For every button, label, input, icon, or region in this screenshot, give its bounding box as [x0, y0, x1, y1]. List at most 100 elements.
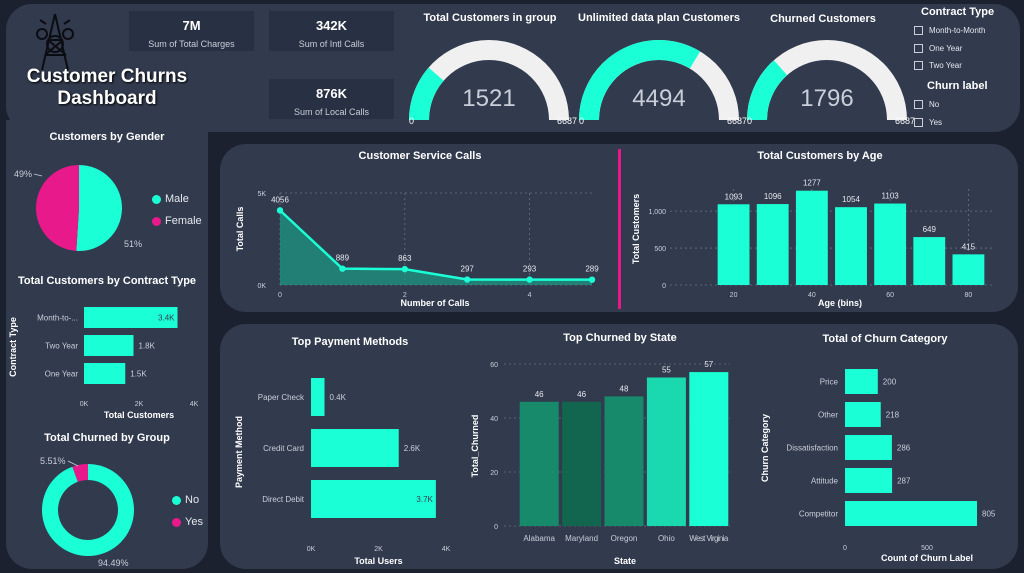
pie-slice-male: [76, 165, 123, 251]
x-axis-label: Total Users: [354, 556, 402, 566]
category-label: Other: [818, 411, 838, 420]
gauge-value: 1796: [800, 85, 853, 112]
data-point: [401, 265, 408, 273]
slicer-item-no[interactable]: No: [914, 100, 939, 109]
data-label: 48: [620, 384, 629, 393]
slicer-label: One Year: [929, 44, 963, 53]
y-tick-label: 20: [490, 470, 498, 477]
x-tick-label: 20: [730, 292, 738, 299]
x-axis-label: Number of Calls: [400, 298, 469, 308]
data-label: 1096: [764, 192, 782, 201]
slicer-label: No: [929, 100, 940, 109]
dashboard-title: Customer Churns Dashboard: [14, 66, 200, 110]
contract-bar-chart: Month-to-... 3.4K Two Year 1.8K One Year 1.5K…: [8, 307, 199, 420]
category-label: West Virginia: [689, 534, 729, 543]
data-label: 1054: [842, 195, 860, 204]
checkbox[interactable]: [914, 44, 923, 53]
slicer-item-month-to-month[interactable]: Month-to-Month: [914, 26, 985, 35]
y-axis-label: Total Customers: [631, 194, 641, 264]
y-tick-label: 0: [494, 524, 498, 531]
checkbox[interactable]: [914, 61, 923, 70]
gauge-title-churned: Churned Customers: [770, 13, 876, 25]
kpi-total-charges: 7M Sum of Total Charges: [129, 11, 254, 51]
bar: [311, 480, 436, 518]
legend-female: Female: [152, 215, 202, 227]
x-tick-label: 80: [965, 292, 973, 299]
title-line-1: Customer Churns: [26, 66, 188, 87]
slicer-item-yes[interactable]: Yes: [914, 118, 942, 127]
donut-leader-line: [67, 460, 79, 467]
kpi-label: Sum of Local Calls: [293, 107, 370, 117]
network-tower-icon: [36, 13, 74, 71]
category-label: Price: [820, 378, 839, 387]
bar: [604, 396, 644, 526]
category-label: Oregon: [611, 534, 638, 543]
kpi-local-calls: 876K Sum of Local Calls: [269, 79, 394, 119]
x-tick-label: 500: [921, 545, 933, 552]
data-label: 55: [662, 366, 671, 375]
slicer-label: Yes: [929, 118, 943, 127]
gauge-fill: [579, 39, 701, 120]
slicer-item-two-year[interactable]: Two Year: [914, 61, 962, 70]
chart-title-churn-group: Total Churned by Group: [44, 432, 170, 444]
gauge-value: 1521: [462, 85, 515, 112]
chart-title-state: Top Churned by State: [563, 332, 677, 344]
y-axis-label: Payment Method: [234, 416, 244, 488]
slicer-label: Two Year: [929, 61, 962, 70]
state-bar-chart: 46 Alabama 46 Maryland 48 Oregon 55 Ohio 57 West …: [470, 360, 730, 566]
category-label: Paper Check: [258, 393, 305, 402]
bar: [913, 237, 946, 285]
x-tick-label: 2K: [374, 546, 383, 553]
bar: [84, 307, 178, 328]
gauge-fill: [409, 67, 444, 120]
legend-dot: [152, 194, 161, 204]
payment-bar-chart: Paper Check 0.4K Credit Card 2.6K Direct Deb…: [234, 378, 451, 566]
series-line: [279, 209, 593, 281]
category-label: Attitude: [811, 477, 839, 486]
bar: [845, 501, 978, 526]
data-label: 297: [461, 265, 475, 274]
data-point: [588, 276, 596, 283]
bar: [519, 401, 559, 526]
gauge-max-label: 6687: [895, 116, 915, 126]
checkbox[interactable]: [914, 26, 923, 35]
slicer-title-churn: Churn label: [927, 80, 988, 92]
data-label: 3.7K: [416, 495, 433, 504]
chart-title-service-calls: Customer Service Calls: [358, 150, 482, 162]
kpi-value: 7M: [182, 18, 201, 33]
y-tick-label: 500: [654, 246, 666, 253]
category-label: Credit Card: [263, 444, 304, 453]
donut-label: 94.49%: [98, 558, 129, 568]
pie-label: 49%: [14, 169, 32, 179]
bar: [311, 378, 325, 416]
chart-title-payment: Top Payment Methods: [291, 336, 409, 348]
bar: [952, 254, 985, 285]
chart-divider: [618, 149, 621, 309]
legend-no: No: [172, 494, 199, 506]
data-label: 218: [886, 411, 900, 420]
gauge-max-label: 6687: [727, 116, 747, 126]
service-calls-area-chart: 4056 889 863 297 293 289 0K 5K 0 2 4 Number of Call…: [235, 191, 599, 308]
category-label: Competitor: [799, 510, 838, 519]
category-label: Dissatisfaction: [786, 444, 838, 453]
data-label: 1.5K: [130, 370, 147, 379]
churn-group-donut-chart: 94.49% 5.51%: [40, 456, 134, 568]
gauge-min-label: 0: [579, 116, 584, 126]
category-label: Two Year: [45, 342, 78, 351]
checkbox[interactable]: [914, 100, 923, 109]
x-tick-label: 0: [843, 545, 847, 552]
category-label: One Year: [45, 370, 79, 379]
chart-title-age: Total Customers by Age: [757, 150, 883, 162]
chart-title-contract: Total Customers by Contract Type: [17, 275, 197, 287]
legend-label: Yes: [185, 516, 203, 528]
x-tick-label: 40: [808, 292, 816, 299]
x-tick-label: 4: [528, 292, 532, 299]
slicer-item-one-year[interactable]: One Year: [914, 44, 962, 53]
y-tick-label: 0K: [257, 283, 266, 290]
y-axis-label: Contract Type: [8, 317, 18, 377]
category-label: Direct Debit: [262, 495, 305, 504]
checkbox[interactable]: [914, 118, 923, 127]
bar: [795, 190, 828, 285]
x-axis-label: Age (bins): [818, 298, 862, 308]
data-label: 289: [585, 265, 599, 274]
